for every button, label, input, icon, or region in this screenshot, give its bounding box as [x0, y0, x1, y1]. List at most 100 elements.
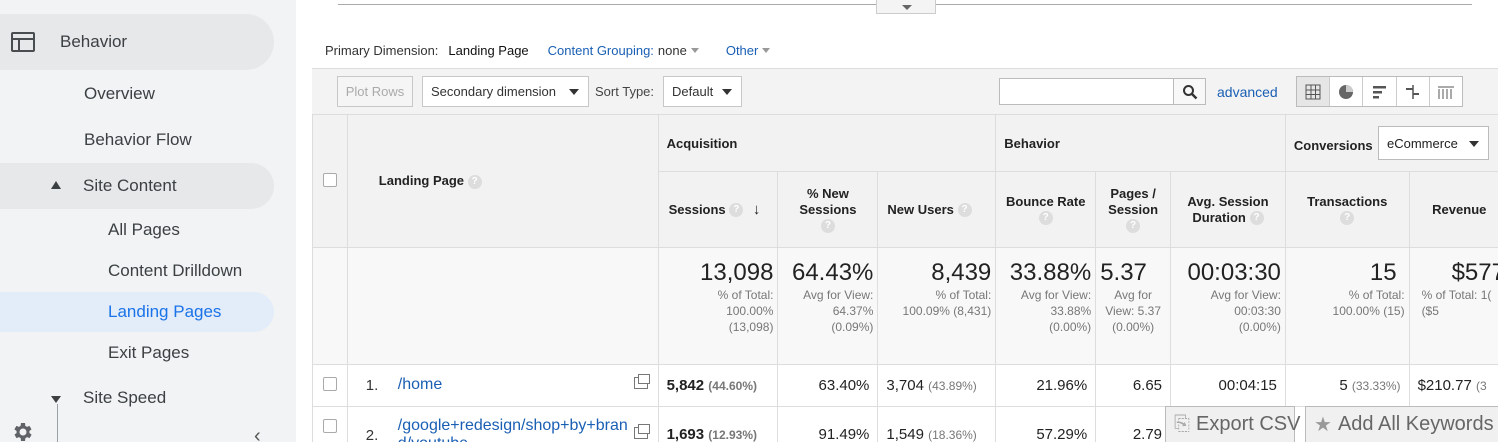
sidebar-item-content-drilldown[interactable]: Content Drilldown	[108, 261, 243, 280]
export-csv-label: Export CSV	[1196, 413, 1301, 435]
collapse-sidebar-icon[interactable]: ‹	[254, 425, 261, 442]
search-button[interactable]	[1173, 78, 1206, 105]
bar-view-icon[interactable]	[1363, 77, 1397, 106]
cell-value: $210.77	[1417, 377, 1472, 394]
sidebar-item-landing-pages[interactable]: Landing Pages	[0, 292, 274, 332]
help-icon[interactable]: ?	[957, 203, 972, 218]
table-toolbar: Plot Rows Secondary dimension Sort Type:…	[312, 68, 1510, 114]
add-all-keywords-button[interactable]: ★ Add All Keywords	[1305, 406, 1503, 442]
bounce-rate-cell: 57.29%	[995, 406, 1097, 442]
chart-expander-icon[interactable]	[876, 0, 936, 14]
column-label: Landing Page	[378, 173, 465, 189]
primary-dimension-bar: Primary Dimension: Landing Page Content …	[325, 43, 771, 58]
expand-up-icon	[51, 181, 61, 189]
sidebar-item-behavior-flow[interactable]: Behavior Flow	[84, 130, 192, 149]
sort-desc-icon[interactable]: ↓	[752, 200, 761, 218]
revenue-header[interactable]: Revenue	[1408, 171, 1510, 248]
primary-dimension-value[interactable]: Landing Page	[448, 43, 529, 58]
total-sub: Avg for View: 33.88% (0.00%)	[1020, 288, 1092, 334]
help-icon[interactable]: ?	[729, 203, 744, 218]
pie-view-icon[interactable]	[1330, 77, 1364, 106]
chevron-down-icon[interactable]	[762, 48, 771, 53]
total-value: $577	[1451, 259, 1505, 286]
sidebar-item-all-pages[interactable]: All Pages	[108, 220, 180, 239]
help-icon[interactable]: ?	[1126, 219, 1141, 234]
landing-page-header[interactable]: Landing Page ?	[346, 114, 659, 248]
conversions-select[interactable]: eCommerce	[1378, 126, 1489, 160]
revenue-cell: $210.77 (3	[1408, 364, 1510, 407]
open-page-icon[interactable]	[633, 424, 650, 439]
transactions-header[interactable]: Transactions ?	[1284, 171, 1410, 248]
help-icon[interactable]: ?	[1249, 211, 1264, 226]
sessions-header[interactable]: Sessions ? ↓	[657, 171, 779, 248]
table-view-icon[interactable]	[1297, 77, 1331, 106]
transactions-cell: 5 (33.33%)	[1284, 364, 1410, 407]
total-value: 8,439	[931, 259, 992, 286]
scrollbar[interactable]	[1498, 0, 1510, 442]
total-value: 13,098	[700, 259, 774, 286]
search-icon	[1182, 84, 1197, 99]
row-checkbox[interactable]	[322, 418, 337, 433]
bounce-rate-cell: 21.96%	[995, 364, 1097, 407]
total-value: 15	[1369, 259, 1397, 286]
new-sessions-cell: 91.49%	[777, 406, 879, 442]
sidebar-item-behavior[interactable]: Behavior	[0, 14, 274, 70]
new-sessions-cell: 63.40%	[777, 364, 879, 407]
export-csv-button[interactable]: ⎘ Export CSV	[1165, 406, 1300, 442]
add-all-keywords-label: Add All Keywords	[1337, 413, 1494, 435]
select-all-checkbox[interactable]	[322, 172, 337, 187]
total-sessions: 13,098% of Total: 100.00% (13,098)	[657, 247, 779, 365]
pages-session-header[interactable]: Pages / Session ?	[1095, 171, 1172, 248]
chevron-down-icon	[1469, 141, 1479, 147]
help-icon[interactable]: ?	[1340, 211, 1355, 226]
content-grouping-label[interactable]: Content Grouping:	[547, 43, 654, 58]
column-label: Pages / Session	[1108, 185, 1159, 217]
help-icon[interactable]: ?	[1038, 211, 1053, 226]
bounce-rate-header[interactable]: Bounce Rate ?	[995, 171, 1097, 248]
behavior-group-header: Behavior	[995, 114, 1286, 172]
new-users-header[interactable]: New Users ?	[877, 171, 997, 248]
landing-page-cell: 2. /google+redesign/shop+by+brand/youtub…	[346, 406, 659, 442]
total-sub: % of Total: 100.09% (8,431)	[902, 288, 992, 318]
sidebar-item-exit-pages[interactable]: Exit Pages	[108, 343, 190, 362]
landing-page-link[interactable]: /home	[397, 376, 443, 393]
sidebar-item-site-speed[interactable]: Site Speed	[83, 388, 167, 407]
expand-down-icon	[51, 396, 61, 403]
total-sub: % of Total: 100.00% (15)	[1332, 288, 1405, 318]
advanced-filter-link[interactable]: advanced	[1217, 84, 1278, 100]
row-checkbox[interactable]	[322, 376, 337, 391]
column-label: Revenue	[1432, 201, 1487, 217]
landing-page-link[interactable]: /google+redesign/shop+by+brand/youtube	[397, 417, 628, 442]
table-row[interactable]: 1. /home 5,842 (44.60%) 63.40% 3,704 (43…	[312, 364, 1510, 407]
new-sessions-header[interactable]: % New Sessions ?	[777, 171, 879, 248]
row-check-cell	[312, 364, 348, 407]
secondary-dimension-select[interactable]: Secondary dimension	[422, 76, 589, 107]
pivot-view-icon[interactable]	[1430, 77, 1462, 106]
plot-rows-button[interactable]: Plot Rows	[337, 76, 413, 107]
sidebar-item-overview[interactable]: Overview	[84, 84, 155, 103]
gear-icon[interactable]	[10, 420, 34, 442]
secondary-dimension-label: Secondary dimension	[431, 84, 557, 99]
total-value: 5.37	[1100, 259, 1147, 286]
sort-type-select[interactable]: Default	[663, 76, 742, 107]
cell-pct: (43.89%)	[928, 379, 977, 393]
chevron-down-icon[interactable]	[690, 48, 699, 53]
column-label: Sessions	[668, 201, 726, 217]
comparison-view-icon[interactable]	[1397, 77, 1430, 106]
landing-page-cell: 1. /home	[346, 364, 659, 407]
total-bounce-rate: 33.88% Avg for View: 33.88% (0.00%)	[995, 247, 1097, 365]
content-grouping-value[interactable]: none	[657, 43, 687, 58]
sidebar-item-site-content[interactable]: Site Content	[0, 163, 274, 209]
help-icon[interactable]: ?	[467, 174, 482, 189]
view-switcher	[1296, 76, 1463, 107]
total-value: 33.88%	[1009, 259, 1092, 286]
total-sub: % of Total: 100.00% (13,098)	[717, 288, 774, 334]
avg-session-duration-header[interactable]: Avg. Session Duration ?	[1170, 171, 1286, 248]
open-page-icon[interactable]	[633, 374, 650, 389]
column-label: Transactions	[1307, 193, 1388, 209]
cell-value: 5	[1339, 377, 1348, 394]
help-icon[interactable]: ?	[820, 219, 835, 234]
cell-pct: (12.93%)	[708, 428, 757, 442]
other-dimension-link[interactable]: Other	[725, 43, 759, 58]
table-search-input[interactable]	[999, 78, 1174, 105]
